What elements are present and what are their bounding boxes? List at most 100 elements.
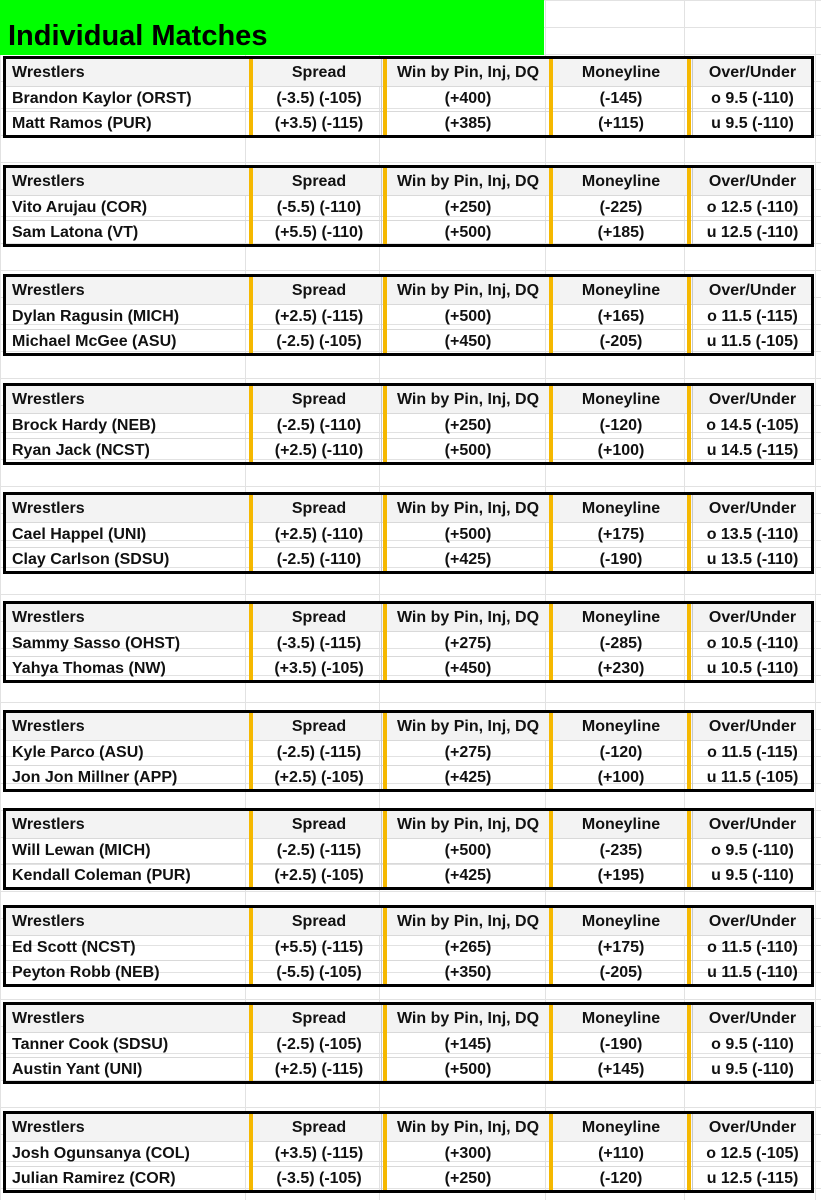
wrestler-name[interactable]: Brock Hardy (NEB) <box>12 417 157 434</box>
moneyline-value[interactable]: (-235) <box>599 842 643 859</box>
spread-value[interactable]: (-5.5) (-110) <box>276 199 362 216</box>
header-moneyline[interactable]: Moneyline <box>581 816 661 833</box>
over-under-value[interactable]: o 13.5 (-110) <box>706 526 799 543</box>
moneyline-value[interactable]: (+195) <box>597 867 645 884</box>
wrestler-name[interactable]: Matt Ramos (PUR) <box>12 115 152 132</box>
over-under-value[interactable]: u 10.5 (-110) <box>706 660 799 677</box>
wrestler-name[interactable]: Josh Ogunsanya (COL) <box>12 1145 190 1162</box>
wrestler-name[interactable]: Will Lewan (MICH) <box>12 842 151 859</box>
header-spread[interactable]: Spread <box>291 1010 347 1027</box>
wrestler-name[interactable]: Kyle Parco (ASU) <box>12 744 144 761</box>
pin-odds-value[interactable]: (+500) <box>444 1061 492 1078</box>
wrestler-name[interactable]: Cael Happel (UNI) <box>12 526 147 543</box>
header-spread[interactable]: Spread <box>291 173 347 190</box>
pin-odds-value[interactable]: (+425) <box>444 867 492 884</box>
pin-odds-value[interactable]: (+385) <box>444 115 492 132</box>
header-pin[interactable]: Win by Pin, Inj, DQ <box>396 816 540 833</box>
spread-value[interactable]: (+2.5) (-105) <box>274 769 364 786</box>
header-pin[interactable]: Win by Pin, Inj, DQ <box>396 391 540 408</box>
header-over-under[interactable]: Over/Under <box>708 1119 797 1136</box>
spread-value[interactable]: (+2.5) (-110) <box>274 526 364 543</box>
title-bar[interactable]: Individual Matches <box>0 0 544 55</box>
spread-value[interactable]: (-2.5) (-115) <box>276 842 362 859</box>
wrestler-name[interactable]: Jon Jon Millner (APP) <box>12 769 178 786</box>
header-moneyline[interactable]: Moneyline <box>581 609 661 626</box>
wrestler-name[interactable]: Dylan Ragusin (MICH) <box>12 308 180 325</box>
wrestler-name[interactable]: Sammy Sasso (OHST) <box>12 635 181 652</box>
moneyline-value[interactable]: (-120) <box>599 1170 643 1187</box>
wrestler-name[interactable]: Tanner Cook (SDSU) <box>12 1036 169 1053</box>
spread-value[interactable]: (-3.5) (-115) <box>276 635 362 652</box>
header-pin[interactable]: Win by Pin, Inj, DQ <box>396 1119 540 1136</box>
header-over-under[interactable]: Over/Under <box>708 816 797 833</box>
header-over-under[interactable]: Over/Under <box>708 391 797 408</box>
pin-odds-value[interactable]: (+500) <box>444 842 492 859</box>
moneyline-value[interactable]: (-145) <box>599 90 643 107</box>
header-moneyline[interactable]: Moneyline <box>581 173 661 190</box>
spread-value[interactable]: (+5.5) (-110) <box>274 224 364 241</box>
over-under-value[interactable]: o 12.5 (-110) <box>706 199 799 216</box>
over-under-value[interactable]: u 9.5 (-110) <box>711 1061 794 1078</box>
wrestler-name[interactable]: Peyton Robb (NEB) <box>12 964 160 981</box>
header-pin[interactable]: Win by Pin, Inj, DQ <box>396 500 540 517</box>
over-under-value[interactable]: u 9.5 (-110) <box>711 867 794 884</box>
over-under-value[interactable]: o 10.5 (-110) <box>706 635 799 652</box>
wrestler-name[interactable]: Sam Latona (VT) <box>12 224 139 241</box>
pin-odds-value[interactable]: (+250) <box>444 417 492 434</box>
spread-value[interactable]: (-3.5) (-105) <box>276 1170 362 1187</box>
header-moneyline[interactable]: Moneyline <box>581 391 661 408</box>
header-pin[interactable]: Win by Pin, Inj, DQ <box>396 718 540 735</box>
spread-value[interactable]: (-2.5) (-105) <box>276 333 362 350</box>
moneyline-value[interactable]: (-120) <box>599 417 643 434</box>
over-under-value[interactable]: o 11.5 (-110) <box>707 939 798 956</box>
over-under-value[interactable]: u 12.5 (-110) <box>706 224 799 241</box>
pin-odds-value[interactable]: (+350) <box>444 964 492 981</box>
header-spread[interactable]: Spread <box>291 391 347 408</box>
header-wrestlers[interactable]: Wrestlers <box>12 391 85 408</box>
over-under-value[interactable]: o 12.5 (-105) <box>706 1145 799 1162</box>
header-spread[interactable]: Spread <box>291 1119 347 1136</box>
spread-value[interactable]: (-2.5) (-105) <box>276 1036 362 1053</box>
header-over-under[interactable]: Over/Under <box>708 500 797 517</box>
moneyline-value[interactable]: (-205) <box>599 964 643 981</box>
wrestler-name[interactable]: Vito Arujau (COR) <box>12 199 148 216</box>
spread-value[interactable]: (-2.5) (-110) <box>276 417 362 434</box>
header-pin[interactable]: Win by Pin, Inj, DQ <box>396 609 540 626</box>
header-moneyline[interactable]: Moneyline <box>581 282 661 299</box>
header-wrestlers[interactable]: Wrestlers <box>12 718 85 735</box>
pin-odds-value[interactable]: (+425) <box>444 769 492 786</box>
moneyline-value[interactable]: (+185) <box>597 224 645 241</box>
moneyline-value[interactable]: (-285) <box>599 635 643 652</box>
header-spread[interactable]: Spread <box>291 64 347 81</box>
pin-odds-value[interactable]: (+500) <box>444 224 492 241</box>
over-under-value[interactable]: o 14.5 (-105) <box>706 417 799 434</box>
header-pin[interactable]: Win by Pin, Inj, DQ <box>396 64 540 81</box>
header-wrestlers[interactable]: Wrestlers <box>12 64 85 81</box>
header-pin[interactable]: Win by Pin, Inj, DQ <box>396 282 540 299</box>
pin-odds-value[interactable]: (+425) <box>444 551 492 568</box>
over-under-value[interactable]: u 11.5 (-110) <box>707 964 798 981</box>
moneyline-value[interactable]: (-190) <box>599 551 643 568</box>
header-wrestlers[interactable]: Wrestlers <box>12 173 85 190</box>
header-spread[interactable]: Spread <box>291 816 347 833</box>
wrestler-name[interactable]: Kendall Coleman (PUR) <box>12 867 191 884</box>
over-under-value[interactable]: o 9.5 (-110) <box>711 842 794 859</box>
wrestler-name[interactable]: Ed Scott (NCST) <box>12 939 136 956</box>
spread-value[interactable]: (+3.5) (-105) <box>274 660 364 677</box>
header-spread[interactable]: Spread <box>291 609 347 626</box>
header-pin[interactable]: Win by Pin, Inj, DQ <box>396 173 540 190</box>
over-under-value[interactable]: u 13.5 (-110) <box>706 551 799 568</box>
header-spread[interactable]: Spread <box>291 500 347 517</box>
pin-odds-value[interactable]: (+300) <box>444 1145 492 1162</box>
pin-odds-value[interactable]: (+450) <box>444 660 492 677</box>
header-wrestlers[interactable]: Wrestlers <box>12 816 85 833</box>
pin-odds-value[interactable]: (+250) <box>444 1170 492 1187</box>
header-spread[interactable]: Spread <box>291 282 347 299</box>
over-under-value[interactable]: u 14.5 (-115) <box>706 442 799 459</box>
moneyline-value[interactable]: (-225) <box>599 199 643 216</box>
moneyline-value[interactable]: (-205) <box>599 333 643 350</box>
spread-value[interactable]: (+2.5) (-110) <box>274 442 364 459</box>
header-over-under[interactable]: Over/Under <box>708 609 797 626</box>
moneyline-value[interactable]: (+175) <box>597 526 645 543</box>
pin-odds-value[interactable]: (+400) <box>444 90 492 107</box>
